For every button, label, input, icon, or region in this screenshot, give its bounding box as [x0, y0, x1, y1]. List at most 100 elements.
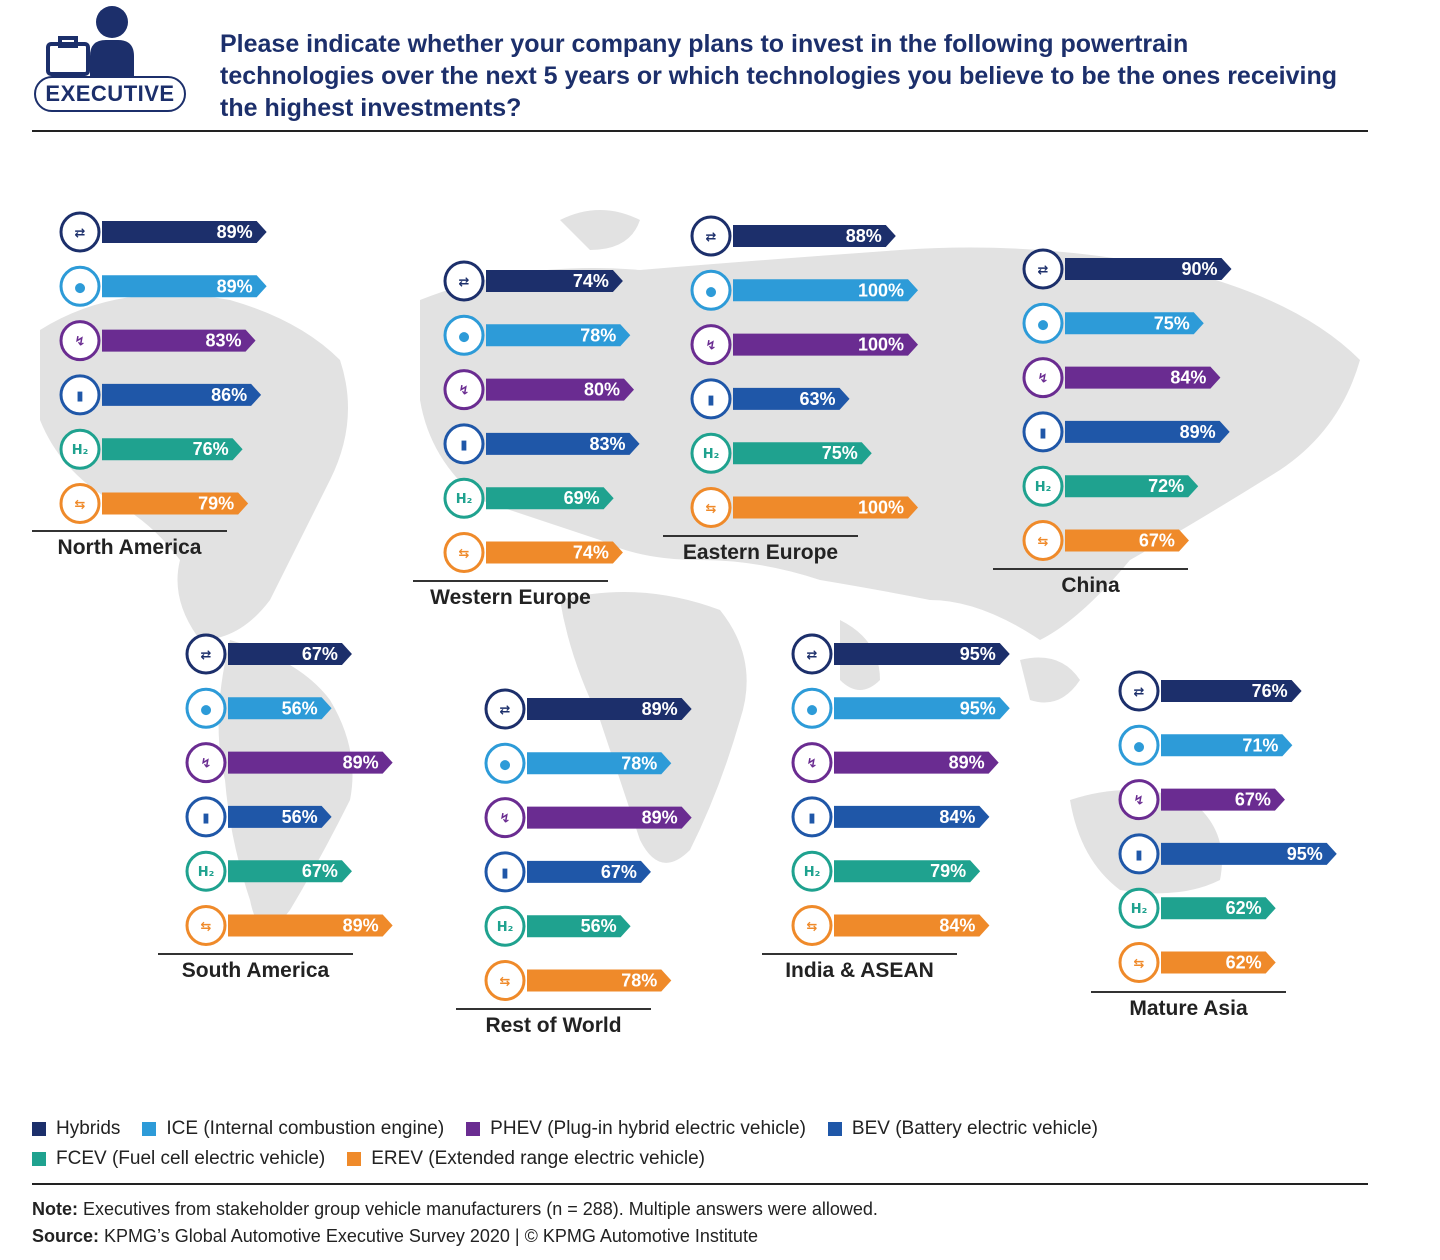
fuel-drop-icon-glyph: ● [806, 702, 817, 717]
data-label: 89% [642, 808, 678, 828]
plug-in-hybrid-icon [1118, 779, 1160, 821]
data-label: 67% [302, 861, 338, 881]
region-underline [993, 568, 1188, 570]
data-label: 75% [1154, 313, 1190, 333]
hydrogen-icon [1118, 887, 1160, 929]
survey-question: Please indicate whether your company pla… [220, 30, 1337, 122]
bar [486, 487, 614, 510]
data-label: 88% [846, 226, 882, 246]
hybrid-icon-glyph: ⇄ [500, 703, 511, 718]
plug-in-hybrid-icon [59, 320, 101, 362]
fuel-drop-icon-glyph: ● [200, 702, 211, 717]
plug-in-hybrid-icon [690, 324, 732, 366]
region-group: ⇄ 74% ● 78% ↯ 80% ▮ 83% H₂ 69% ⇆ 74% [443, 260, 640, 573]
bar [228, 805, 332, 828]
plug-in-hybrid-icon [484, 797, 526, 839]
region-label-mature-asia: Mature Asia [1129, 997, 1248, 1020]
bar [1161, 951, 1276, 974]
hydrogen-icon-glyph: H₂ [456, 492, 473, 507]
data-label: 74% [573, 271, 609, 291]
region-underline [762, 953, 957, 955]
data-label: 72% [1148, 476, 1184, 496]
bar [102, 275, 267, 298]
bar [228, 751, 393, 774]
hybrid-icon [1022, 248, 1064, 290]
hybrid-icon-glyph: ⇄ [459, 275, 470, 290]
fuel-drop-icon [1118, 724, 1160, 766]
data-label: 90% [1181, 259, 1217, 279]
hybrid-icon [690, 215, 732, 257]
bar [228, 860, 352, 883]
region-label-rest-of-world: Rest of World [485, 1014, 622, 1037]
legend-swatch [32, 1152, 46, 1166]
legend-item-hybrids: Hybrids [32, 1118, 120, 1140]
hydrogen-icon-glyph: H₂ [703, 447, 720, 462]
bar [527, 915, 631, 938]
hydrogen-icon-glyph: H₂ [198, 865, 215, 880]
data-label: 56% [282, 807, 318, 827]
range-extender-icon [791, 905, 833, 946]
region-label-india-asean: India & ASEAN [785, 959, 934, 982]
legend-swatch [347, 1152, 362, 1166]
header-divider [32, 130, 1368, 132]
bar [1065, 529, 1189, 552]
hydrogen-icon-glyph: H₂ [1035, 480, 1052, 495]
region-underline [32, 530, 227, 532]
battery-icon-glyph: ▮ [76, 389, 83, 404]
data-label: 83% [590, 434, 626, 454]
data-label: 71% [1242, 735, 1278, 755]
fuel-drop-icon [690, 269, 732, 311]
hydrogen-icon [791, 850, 833, 892]
bar [228, 914, 393, 937]
data-label: 79% [930, 861, 966, 881]
bar [1065, 475, 1199, 498]
bar [733, 442, 872, 465]
bar [102, 383, 262, 406]
data-label: 84% [939, 916, 975, 936]
bar [733, 225, 896, 247]
hybrid-icon [185, 633, 227, 675]
hydrogen-icon [59, 428, 101, 470]
range-extender-icon [443, 532, 485, 573]
bar [1161, 734, 1293, 757]
data-label: 76% [193, 439, 229, 459]
bar [486, 432, 640, 455]
plug-in-hybrid-icon-glyph: ↯ [201, 757, 212, 772]
battery-icon [791, 796, 833, 838]
bar [1161, 788, 1285, 811]
region-group: ⇄ 67% ● 56% ↯ 89% ▮ 56% H₂ 67% ⇆ 89% [185, 633, 393, 946]
bar [834, 697, 1010, 720]
data-label: 74% [573, 543, 609, 563]
region-group: ⇄ 88% ● 100% ↯ 100% ▮ 63% H₂ 75% ⇆ 100% [690, 215, 918, 528]
data-label: 62% [1226, 953, 1262, 973]
range-extender-icon [484, 960, 526, 1001]
region-label-north-america: North America [57, 536, 202, 559]
fuel-drop-icon-glyph: ● [74, 280, 85, 295]
data-label: 63% [800, 389, 836, 409]
legend-swatch [142, 1122, 157, 1136]
battery-icon-glyph: ▮ [501, 866, 508, 881]
data-label: 80% [584, 380, 620, 400]
bar [486, 270, 623, 292]
hybrid-icon [1118, 670, 1160, 712]
battery-icon-glyph: ▮ [460, 438, 467, 453]
bar [527, 860, 651, 883]
legend-item-erev: EREV (Extended range electric vehicle) [347, 1148, 705, 1170]
hybrid-icon-glyph: ⇄ [1134, 685, 1145, 700]
fuel-drop-icon [484, 742, 526, 784]
bars-layer: ⇄ 89% ● 89% ↯ 83% ▮ 86% H₂ 76% ⇆ 79% ⇄ 74% ● 78% ↯ 80% ▮ 83… [59, 211, 1337, 1001]
hydrogen-icon [443, 477, 485, 519]
data-label: 79% [198, 494, 234, 514]
range-extender-icon [59, 483, 101, 524]
region-underline [158, 953, 353, 955]
bar [1161, 897, 1276, 920]
range-extender-icon [185, 905, 227, 946]
fuel-drop-icon-glyph: ● [499, 757, 510, 772]
data-label: 67% [601, 862, 637, 882]
region-label-western-europe: Western Europe [430, 586, 591, 609]
data-label: 56% [282, 698, 318, 718]
bar [102, 438, 243, 461]
battery-icon [484, 851, 526, 893]
region-underline [456, 1008, 651, 1010]
battery-icon-glyph: ▮ [1039, 426, 1046, 441]
